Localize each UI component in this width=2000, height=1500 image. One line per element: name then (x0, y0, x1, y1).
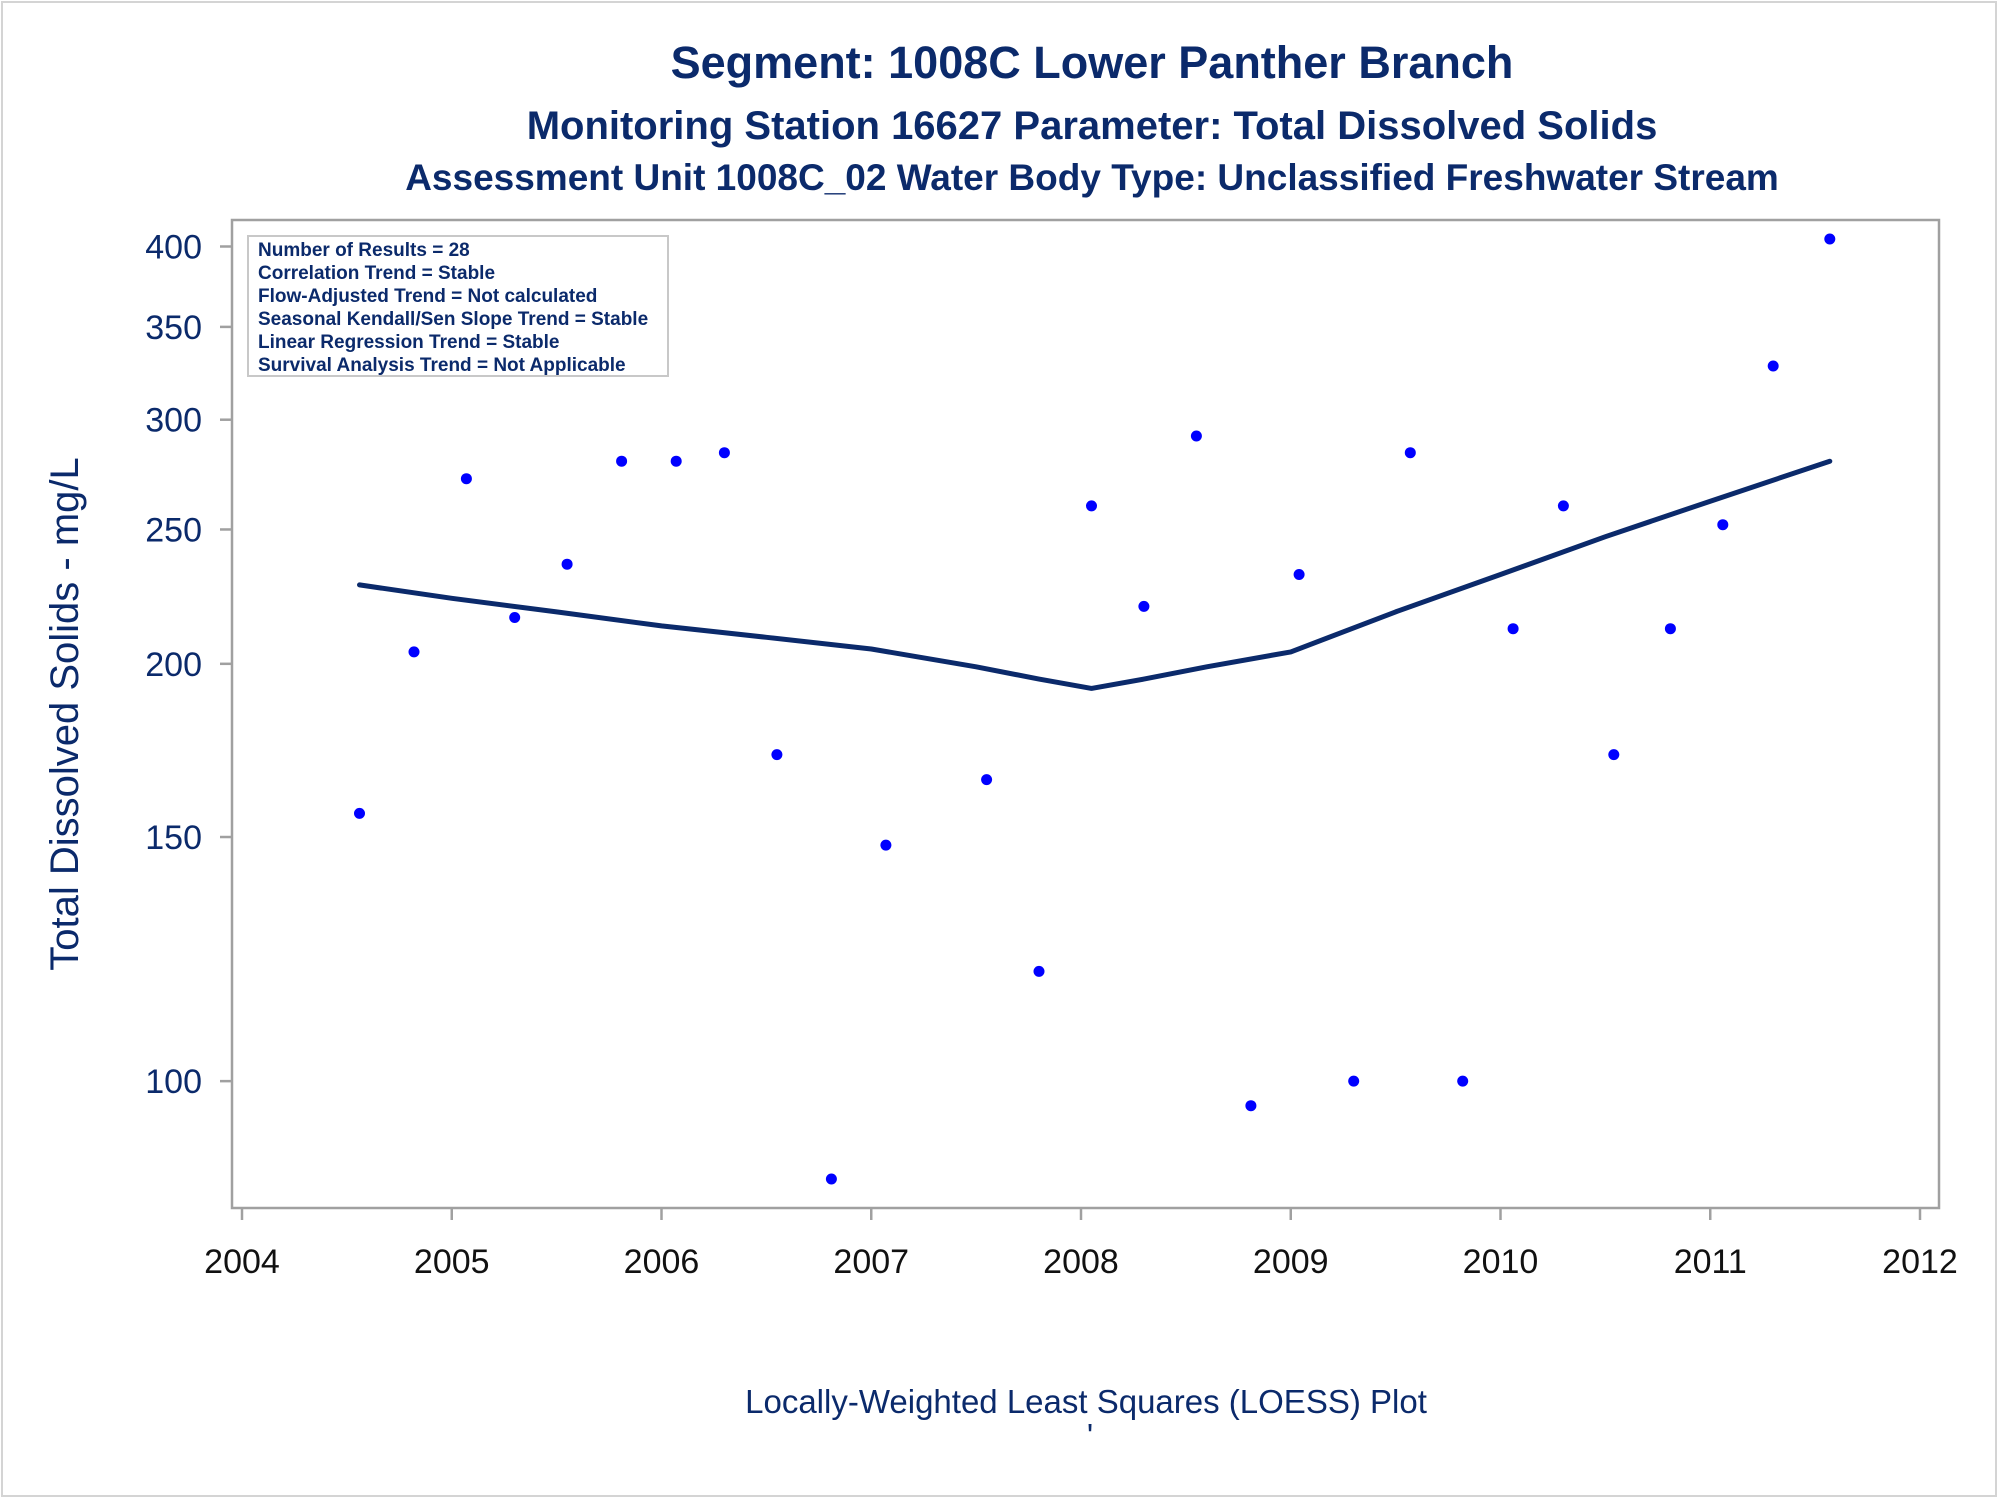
y-tick-label: 250 (145, 511, 202, 549)
data-point (1245, 1100, 1257, 1112)
data-point (825, 1173, 837, 1185)
x-tick-label: 2004 (204, 1243, 280, 1281)
data-point (1557, 500, 1569, 512)
data-point (880, 839, 892, 851)
footer-caption: Locally-Weighted Least Squares (LOESS) P… (745, 1383, 1427, 1420)
x-tick-label: 2010 (1463, 1243, 1539, 1281)
data-point (1404, 447, 1416, 459)
x-tick-label: 2006 (624, 1243, 700, 1281)
footer-mark: ' (1087, 1417, 1093, 1454)
y-tick-label: 300 (145, 402, 202, 440)
y-axis-label: Total Dissolved Solids - mg/L (43, 457, 87, 971)
data-point (1457, 1075, 1469, 1087)
data-point (1086, 500, 1097, 512)
chart-subtitle-2: Assessment Unit 1008C_02 Water Body Type… (405, 157, 1779, 198)
x-tick-label: 2011 (1674, 1243, 1747, 1281)
chart-title: Segment: 1008C Lower Panther Branch (671, 37, 1514, 88)
y-tick-label: 150 (145, 819, 202, 857)
data-point (1138, 600, 1150, 612)
data-point (1507, 623, 1519, 635)
chart-subtitle: Monitoring Station 16627 Parameter: Tota… (527, 104, 1658, 148)
stat-results: Number of Results = 28 (258, 240, 470, 261)
data-point (1717, 519, 1729, 531)
stats-box-border (247, 235, 669, 377)
data-point (460, 473, 472, 485)
data-point (1033, 965, 1045, 977)
y-tick-label: 400 (145, 229, 202, 267)
x-tick-label: 2009 (1253, 1243, 1329, 1281)
y-tick-label: 200 (145, 646, 202, 684)
stat-seasonal-kendall: Seasonal Kendall/Sen Slope Trend = Stabl… (258, 309, 648, 330)
data-point (354, 807, 365, 819)
data-point (771, 749, 783, 761)
stat-survival-analysis: Survival Analysis Trend = Not Applicable (258, 355, 626, 376)
data-point (1824, 233, 1836, 245)
stat-flow-adjusted: Flow-Adjusted Trend = Not calculated (258, 286, 597, 307)
y-tick-label: 350 (145, 309, 202, 347)
stats-box: Number of Results = 28 Correlation Trend… (247, 235, 669, 377)
data-point (1608, 749, 1620, 761)
data-point (1293, 569, 1305, 580)
data-point (1664, 623, 1676, 635)
stat-correlation: Correlation Trend = Stable (258, 263, 495, 284)
data-point (509, 612, 521, 623)
data-point (561, 558, 573, 570)
y-tick-label: 100 (145, 1063, 202, 1101)
x-tick-label: 2012 (1882, 1243, 1958, 1281)
data-point (1348, 1075, 1360, 1087)
data-point (408, 646, 420, 658)
y-axis: 100 150 200 250 300 350 400 (145, 229, 232, 1101)
loess-line (357, 458, 1833, 691)
x-axis: 2004 2005 2006 2007 2008 2009 2010 2011 2012 (204, 1208, 1958, 1281)
x-tick-label: 2007 (833, 1243, 909, 1281)
x-tick-label: 2008 (1043, 1243, 1119, 1281)
loess-layer (357, 458, 1833, 691)
data-point (718, 447, 730, 459)
data-point (670, 455, 682, 467)
data-point (1190, 430, 1202, 442)
x-tick-label: 2005 (414, 1243, 490, 1281)
plot-area (230, 218, 1941, 1210)
data-point (1767, 360, 1779, 372)
stat-linear-regression: Linear Regression Trend = Stable (258, 332, 559, 353)
data-point (981, 774, 993, 786)
data-point (616, 455, 628, 467)
points-layer (354, 233, 1836, 1185)
